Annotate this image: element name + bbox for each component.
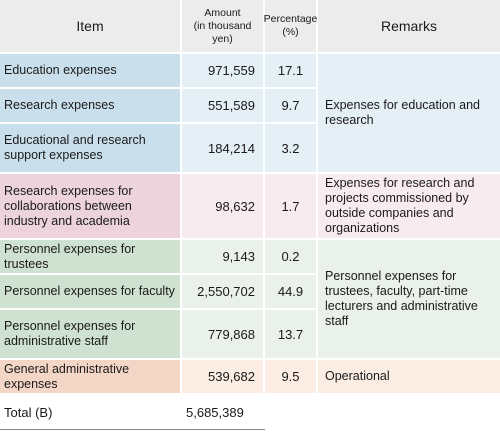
row-amount-general-admin: 539,682 — [182, 360, 263, 393]
remarks-education-research: Expenses for education and research — [318, 54, 500, 172]
remarks-personnel: Personnel expenses for trustees, faculty… — [318, 240, 500, 358]
row-item-research: Research expenses — [0, 89, 180, 122]
row-percentage-education: 17.1 — [265, 54, 316, 87]
row-amount-admin-staff: 779,868 — [182, 310, 263, 358]
row-percentage-admin-staff: 13.7 — [265, 310, 316, 358]
header-percentage-unit: (%) — [282, 26, 299, 38]
header-percentage: Percentage (%) — [263, 0, 318, 52]
row-percentage-collaboration: 1.7 — [265, 174, 316, 238]
row-item-collaboration: Research expenses for collaborations bet… — [0, 174, 180, 238]
remarks-commissioned: Expenses for research and projects commi… — [318, 174, 500, 238]
row-item-trustees: Personnel expenses for trustees — [0, 240, 180, 273]
row-percentage-general-admin: 9.5 — [265, 360, 316, 393]
row-amount-research: 551,589 — [182, 89, 263, 122]
header-amount-unit: (in thousand yen) — [193, 19, 252, 45]
row-amount-trustees: 9,143 — [182, 240, 263, 273]
row-item-education: Education expenses — [0, 54, 180, 87]
total-label: Total (B) — [0, 395, 180, 429]
total-underline — [0, 429, 265, 430]
header-item: Item — [0, 0, 180, 52]
row-item-general-admin: General administrative expenses — [0, 360, 180, 393]
row-item-faculty: Personnel expenses for faculty — [0, 275, 180, 308]
remarks-operational: Operational — [318, 360, 500, 393]
row-percentage-research: 9.7 — [265, 89, 316, 122]
row-percentage-support: 3.2 — [265, 124, 316, 172]
header-amount-title: Amount — [204, 6, 241, 19]
row-percentage-faculty: 44.9 — [265, 275, 316, 308]
row-item-admin-staff: Personnel expenses for administrative st… — [0, 310, 180, 358]
row-amount-education: 971,559 — [182, 54, 263, 87]
row-item-support: Educational and research support expense… — [0, 124, 180, 172]
row-percentage-trustees: 0.2 — [265, 240, 316, 273]
row-amount-collaboration: 98,632 — [182, 174, 263, 238]
header-amount: Amount (in thousand yen) — [182, 0, 263, 52]
total-amount: 5,685,389 — [182, 395, 263, 429]
row-amount-support: 184,214 — [182, 124, 263, 172]
row-amount-faculty: 2,550,702 — [182, 275, 263, 308]
header-remarks: Remarks — [318, 0, 500, 52]
header-percentage-title: Percentage — [263, 13, 318, 25]
